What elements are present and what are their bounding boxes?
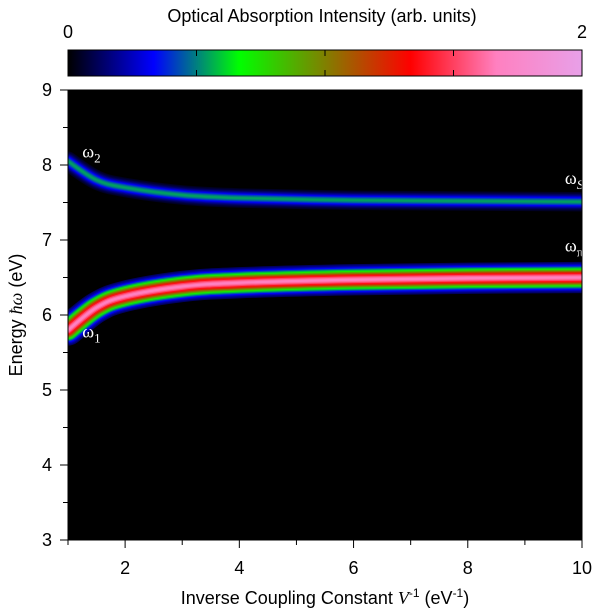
x-tick-label: 8 (463, 558, 473, 578)
colorbar-ticks (196, 50, 454, 76)
absorption-band-1 (68, 151, 582, 212)
x-tick-label: 10 (572, 558, 592, 578)
band-1-layer (68, 160, 582, 203)
y-axis-title: Energy ħω (eV) (6, 254, 26, 377)
y-tick-label: 4 (42, 455, 52, 475)
y-tick-label: 7 (42, 230, 52, 250)
absorption-band-2 (68, 261, 582, 346)
annotation-omega-1: ω1 (82, 322, 100, 346)
y-tick-label: 9 (42, 80, 52, 100)
plot-background (68, 90, 582, 540)
x-tick-label: 2 (120, 558, 130, 578)
absorption-bands (68, 151, 582, 346)
annotation-omega-2: ω2 (82, 142, 100, 166)
colorbar-min-label: 0 (63, 22, 73, 42)
y-tick-label: 5 (42, 380, 52, 400)
colorbar-max-label: 2 (577, 22, 587, 42)
colorbar-title: Optical Absorption Intensity (arb. units… (167, 6, 476, 26)
y-axis: 3 4 5 6 7 8 9 (42, 80, 68, 550)
annotation-omega-s: ωS (565, 168, 584, 192)
y-tick-label: 8 (42, 155, 52, 175)
x-axis: 2 4 6 8 10 (67, 540, 592, 578)
y-tick-label: 3 (42, 530, 52, 550)
branch-annotations: ω2 ω1 ωS ωπ (82, 142, 583, 346)
y-tick-label: 6 (42, 305, 52, 325)
x-tick-label: 6 (349, 558, 359, 578)
annotation-omega-pi: ωπ (565, 235, 584, 259)
x-axis-title: Inverse Coupling Constant V-1 (eV-1) (181, 586, 469, 608)
band-2-layer (68, 276, 582, 332)
x-tick-label: 4 (234, 558, 244, 578)
